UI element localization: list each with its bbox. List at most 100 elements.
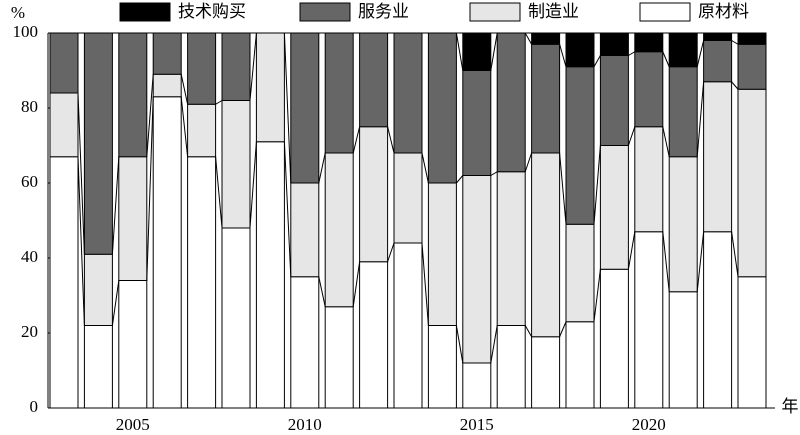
- bar-segment: [187, 156, 217, 409]
- bar-segment: [152, 32, 182, 75]
- connector: [731, 81, 739, 90]
- bar-segment: [565, 223, 595, 323]
- connector: [111, 156, 120, 255]
- x-tick-label: 2015: [460, 415, 494, 434]
- bar-segment: [668, 32, 698, 68]
- connector: [249, 32, 257, 101]
- connector: [455, 325, 464, 364]
- bar-segment: [703, 231, 733, 409]
- bar-segment: [152, 73, 182, 98]
- bar-segment: [118, 32, 148, 158]
- connector: [387, 242, 395, 262]
- connector: [524, 152, 533, 172]
- bar-segment: [393, 152, 423, 244]
- connector: [490, 171, 498, 176]
- connector: [490, 32, 498, 71]
- connector: [696, 81, 705, 157]
- bar-segment: [737, 88, 767, 278]
- y-tick-label: 40: [21, 247, 38, 266]
- legend-label: 原材料: [698, 2, 749, 21]
- y-tick-label: 20: [21, 322, 38, 341]
- bar-segment: [83, 325, 113, 409]
- bar-segment: [255, 141, 285, 409]
- bar-segment: [152, 96, 182, 409]
- legend-label: 服务业: [358, 2, 409, 21]
- bar-segment: [83, 32, 113, 255]
- bar-segment: [634, 51, 664, 128]
- y-tick-label: 100: [13, 22, 39, 41]
- bar-segment: [462, 362, 492, 409]
- connector: [421, 152, 429, 184]
- bar-segment: [359, 261, 389, 409]
- y-tick-label: 0: [30, 397, 39, 416]
- connector: [696, 231, 705, 292]
- connector: [456, 175, 464, 184]
- connector: [559, 44, 567, 67]
- connector: [559, 321, 567, 337]
- bar-segment: [531, 43, 561, 154]
- x-tick-label: 2020: [632, 415, 666, 434]
- bar-segment: [359, 126, 389, 263]
- connector: [283, 141, 292, 277]
- bar-segment: [703, 32, 733, 41]
- connector: [731, 231, 739, 277]
- connector: [593, 145, 601, 225]
- bar-segment: [668, 291, 698, 409]
- connector: [318, 152, 326, 184]
- connector: [627, 231, 636, 270]
- bar-segment: [393, 242, 423, 409]
- bar-segment: [187, 103, 217, 158]
- bar-segment: [290, 32, 320, 184]
- connector: [77, 156, 85, 326]
- bar-segment: [565, 321, 595, 409]
- bar-segment: [427, 182, 457, 326]
- bar-segment: [118, 280, 148, 409]
- bar-segment: [324, 306, 354, 409]
- connector: [662, 126, 670, 157]
- bar-segment: [359, 32, 389, 128]
- bar-segment: [668, 156, 698, 293]
- connector: [180, 74, 189, 105]
- bar-segment: [703, 40, 733, 83]
- connector: [455, 32, 464, 71]
- connector: [318, 276, 326, 307]
- legend-swatch: [639, 2, 691, 22]
- connector: [387, 126, 395, 154]
- bar-segment: [531, 32, 561, 45]
- bar-segment: [427, 325, 457, 409]
- connector: [559, 152, 567, 225]
- bar-segment: [187, 32, 217, 105]
- bar-segment: [324, 32, 354, 154]
- connector: [731, 40, 739, 45]
- connector: [490, 325, 498, 364]
- connector: [627, 126, 636, 146]
- bar-segment: [496, 325, 526, 409]
- connector: [146, 74, 154, 157]
- y-tick-label: 80: [21, 97, 38, 116]
- bar-segment: [737, 32, 767, 45]
- connector: [628, 51, 636, 56]
- bar-segment: [427, 32, 457, 184]
- bar-segment: [599, 55, 629, 146]
- x-tick-label: 2005: [116, 415, 150, 434]
- connector: [524, 325, 533, 337]
- connector: [146, 96, 154, 281]
- legend-label: 制造业: [528, 2, 579, 21]
- connector: [421, 242, 429, 326]
- legend-label: 技术购买: [178, 2, 246, 21]
- bar-segment: [221, 32, 251, 101]
- bar-segment: [49, 156, 79, 409]
- bar-segment: [737, 43, 767, 90]
- connector: [180, 96, 189, 157]
- connector: [215, 100, 223, 105]
- connector: [352, 126, 361, 154]
- connector: [524, 32, 533, 45]
- bar-segment: [462, 32, 492, 71]
- bar-segment: [599, 145, 629, 270]
- bar-segment: [531, 152, 561, 338]
- connector: [662, 231, 670, 292]
- bar-segment: [290, 182, 320, 278]
- bar-segment: [496, 32, 526, 173]
- bar-segment: [393, 32, 423, 154]
